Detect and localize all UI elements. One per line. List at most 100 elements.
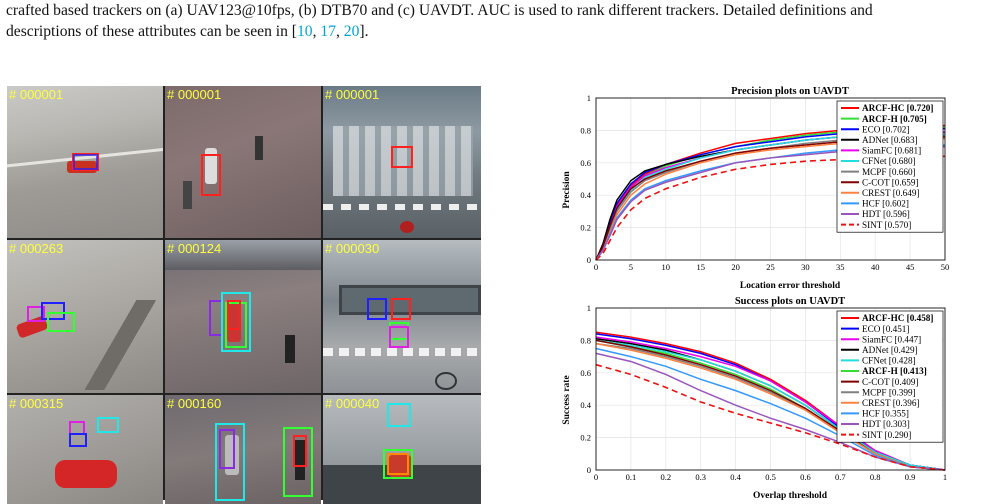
x-tick-label: 0.9 [905, 472, 916, 482]
legend-entry: ARCF-H [0.413] [862, 366, 927, 376]
legend-entry: CFNet [0.428] [862, 356, 916, 366]
frame-number: # 000315 [9, 396, 64, 411]
legend-entry: ARCF-HC [0.720] [862, 103, 933, 113]
legend-entry: ADNet [0.429] [862, 345, 918, 355]
x-tick-label: 0.6 [800, 472, 811, 482]
frame-image: # 000263 [7, 240, 163, 393]
x-tick-label: 25 [766, 262, 775, 272]
legend-entry: HDT [0.596] [862, 209, 910, 219]
frame-number: # 000030 [325, 241, 380, 256]
x-axis-label: Location error threshold [740, 281, 841, 290]
legend-entry: SiamFC [0.447] [862, 334, 921, 344]
frame-image: # 000160 [165, 395, 321, 504]
frame-number: # 000001 [9, 87, 64, 102]
y-tick-label: 0 [587, 255, 591, 265]
y-axis-label: Precision [562, 171, 572, 209]
caption-line-1: crafted based trackers on (a) UAV123@10f… [6, 2, 873, 19]
legend-entry: SINT [0.570] [862, 220, 911, 230]
x-tick-label: 35 [836, 262, 845, 272]
plot-border [595, 307, 946, 471]
y-tick-label: 0.6 [580, 158, 591, 168]
citation-link[interactable]: 20 [343, 23, 360, 40]
series-line [595, 336, 946, 471]
frame-number: # 000160 [167, 396, 222, 411]
tracking-frames-grid: # 000001 # 000001 # 000001 # 000263 # 00… [7, 86, 481, 504]
legend-entry: MCPF [0.660] [862, 167, 916, 177]
series-line [595, 352, 946, 471]
chart-title: Success plots on UAVDT [735, 296, 845, 307]
x-tick-label: 20 [731, 262, 740, 272]
legend-box [836, 310, 944, 443]
x-axis-label: Overlap threshold [753, 491, 828, 500]
x-tick-label: 15 [696, 262, 705, 272]
caption-line-2-text: descriptions of these attributes can be … [6, 23, 297, 40]
frame-image: # 000124 [165, 240, 321, 393]
legend-entry: C-COT [0.659] [862, 177, 918, 187]
success-plot: Success plots on UAVDT Overlap threshold… [562, 296, 947, 500]
series-line [595, 339, 946, 471]
plot-area: 0 5 10 15 20 25 30 35 40 45 50 0 0.2 0.4 0.6 0.8 1 ARCF-H… [580, 93, 949, 272]
legend-entry: C-COT [0.409] [862, 377, 918, 387]
series-line [595, 342, 946, 471]
caption-line-2-end: ]. [359, 23, 369, 40]
x-tick-label: 0.2 [660, 472, 671, 482]
frame-image: # 000001 [7, 86, 163, 238]
y-tick-label: 0.8 [580, 335, 591, 345]
frame-image: # 000001 [165, 86, 321, 238]
x-tick-label: 0.7 [835, 472, 846, 482]
y-tick-label: 1 [587, 93, 591, 103]
frame-image: # 000001 [323, 86, 481, 238]
citation-link[interactable]: 10 [297, 23, 313, 40]
frame-number: # 000040 [325, 396, 380, 411]
x-tick-label: 40 [871, 262, 880, 272]
legend-entry: MCPF [0.399] [862, 387, 916, 397]
y-tick-label: 0 [587, 465, 591, 475]
y-tick-label: 0.2 [580, 223, 591, 233]
legend-entry: HDT [0.303] [862, 419, 910, 429]
legend-entry: SINT [0.290] [862, 430, 911, 440]
legend-entry: ARCF-HC [0.458] [862, 313, 933, 323]
frame-image: # 000040 [323, 395, 481, 504]
x-tick-label: 0 [594, 472, 598, 482]
y-axis-label: Success rate [562, 375, 572, 424]
y-tick-label: 0.2 [580, 433, 591, 443]
x-tick-label: 0.8 [870, 472, 881, 482]
x-tick-label: 5 [629, 262, 633, 272]
legend-entry: CREST [0.396] [862, 398, 920, 408]
citation-link[interactable]: 17 [320, 23, 336, 40]
series-line [595, 363, 946, 471]
legend-entry: ARCF-H [0.705] [862, 114, 927, 124]
legend-entry: ECO [0.451] [862, 324, 909, 334]
legend-entry: ADNet [0.683] [862, 135, 918, 145]
frame-number: # 000124 [167, 241, 222, 256]
legend-entry: ECO [0.702] [862, 124, 909, 134]
x-tick-label: 0.5 [765, 472, 776, 482]
legend-entry: HCF [0.355] [862, 409, 909, 419]
caption-line-2: descriptions of these attributes can be … [6, 23, 369, 40]
precision-plot: Precision plots on UAVDT Location error … [562, 86, 949, 290]
figure-caption: crafted based trackers on (a) UAV123@10f… [6, 0, 996, 42]
y-tick-label: 0.8 [580, 125, 591, 135]
x-tick-label: 0.4 [730, 472, 741, 482]
plot-area: 0 0.1 0.2 0.3 0.4 0.5 0.6 0.7 0.8 0.9 1 0 0.2 0.4 0.6 0… [580, 303, 947, 482]
plot-border [595, 97, 946, 261]
x-tick-label: 0 [594, 262, 598, 272]
x-tick-label: 0.1 [626, 472, 637, 482]
x-tick-label: 1 [943, 472, 947, 482]
x-tick-label: 0.3 [695, 472, 706, 482]
legend-box [836, 100, 944, 233]
frame-number: # 000263 [9, 241, 64, 256]
y-tick-label: 1 [587, 303, 591, 313]
frame-image: # 000030 [323, 240, 481, 393]
frame-image: # 000315 [7, 395, 163, 504]
x-tick-label: 45 [906, 262, 915, 272]
frame-number: # 000001 [167, 87, 222, 102]
y-tick-label: 0.6 [580, 368, 591, 378]
legend-entry: HCF [0.602] [862, 199, 909, 209]
frame-number: # 000001 [325, 87, 380, 102]
y-tick-label: 0.4 [580, 190, 591, 200]
legend-entry: CREST [0.649] [862, 188, 920, 198]
chart-title: Precision plots on UAVDT [731, 86, 849, 97]
legend-entry: CFNet [0.680] [862, 156, 916, 166]
series-line [595, 347, 946, 471]
